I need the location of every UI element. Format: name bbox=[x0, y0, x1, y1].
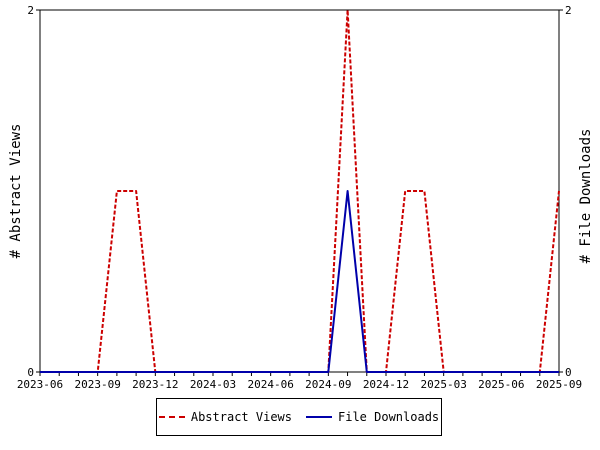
series-line-file-downloads bbox=[40, 190, 559, 373]
x-tick-label: 2025-06 bbox=[478, 378, 524, 391]
y-tick-label-left: 2 bbox=[27, 4, 34, 17]
y-tick-label-right: 2 bbox=[565, 4, 572, 17]
series-line-abstract-views bbox=[40, 9, 560, 373]
legend-swatch-file-downloads bbox=[306, 416, 332, 418]
y-tick-label-left: 0 bbox=[27, 366, 34, 379]
legend-label-abstract-views: Abstract Views bbox=[190, 410, 292, 424]
y-axis-title-left: # Abstract Views bbox=[8, 124, 24, 259]
legend-swatch-abstract-views bbox=[158, 416, 185, 418]
x-tick-label: 2025-03 bbox=[420, 378, 466, 391]
y-axis-title-right: # File Downloads bbox=[578, 129, 594, 264]
legend-item-abstract-views: Abstract Views bbox=[158, 410, 292, 424]
x-tick-label: 2024-09 bbox=[305, 378, 351, 391]
legend-label-file-downloads: File Downloads bbox=[338, 410, 440, 424]
x-tick-label: 2024-12 bbox=[363, 378, 409, 391]
x-tick-label: 2024-06 bbox=[247, 378, 293, 391]
x-tick-label: 2023-06 bbox=[17, 378, 63, 391]
y-tick-label-right: 0 bbox=[565, 366, 572, 379]
legend-item-file-downloads: File Downloads bbox=[306, 410, 439, 424]
x-tick-label: 2025-09 bbox=[536, 378, 582, 391]
legend: Abstract Views File Downloads bbox=[156, 398, 442, 436]
x-tick-label: 2023-09 bbox=[74, 378, 120, 391]
x-tick-label: 2023-12 bbox=[132, 378, 178, 391]
plot-area: 2023-06 2023-09 2023-12 2024-03 2024-06 2024-… bbox=[17, 4, 582, 391]
x-tick-label: 2024-03 bbox=[190, 378, 236, 391]
